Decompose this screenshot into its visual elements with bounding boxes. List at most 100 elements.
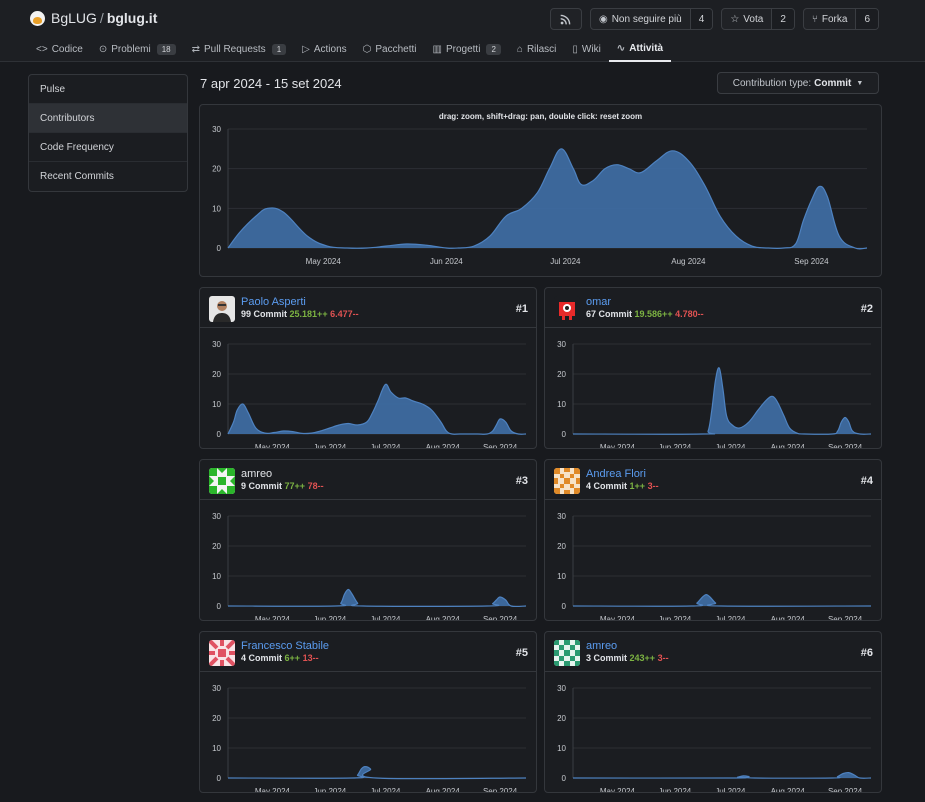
avatar[interactable] — [554, 640, 580, 666]
tab-label: Wiki — [581, 43, 601, 55]
series-area — [573, 772, 871, 779]
contributor-chart[interactable]: 0 10 20 30 May 2024 Jun 2024 Jul 2024 Aug 2024 S… — [545, 328, 882, 448]
contributor-name: amreo — [241, 468, 273, 480]
x-tick-label: Jul 2024 — [715, 787, 746, 792]
commit-count: 4 Commit — [586, 481, 628, 491]
fork-button[interactable]: ⑂ Forka — [804, 9, 857, 29]
contributor-stats: 9 Commit 77++ 78-- — [241, 481, 324, 491]
contributor-rank: #6 — [860, 647, 873, 659]
book-icon: ▯ — [572, 43, 578, 55]
deletions: 3-- — [647, 481, 659, 491]
sidebar-item-pulse[interactable]: Pulse — [29, 75, 187, 104]
series-line — [572, 593, 872, 607]
contributor-rank: #5 — [515, 647, 528, 659]
contributor-chart[interactable]: 0 10 20 30 May 2024 Jun 2024 Jul 2024 Aug 2024 S… — [200, 500, 537, 620]
main-chart-panel[interactable]: drag: zoom, shift+drag: pan, double clic… — [199, 104, 882, 277]
x-tick-label: Jul 2024 — [550, 257, 581, 266]
rss-button[interactable] — [549, 8, 582, 30]
tab-wiki[interactable]: ▯ Wiki — [564, 36, 608, 62]
contributor-card-header: Andrea Flori 4 Commit 1++ 3-- #4 — [545, 460, 881, 500]
deletions: 4.780-- — [675, 309, 704, 319]
tab-code[interactable]: <> Codice — [28, 36, 91, 62]
contributor-rank: #1 — [515, 303, 528, 315]
x-tick-label: Jul 2024 — [715, 443, 746, 448]
contributor-card-header: amreo 3 Commit 243++ 3-- #6 — [545, 632, 881, 672]
watch-count[interactable]: 4 — [690, 9, 713, 29]
tab-label: Problemi — [111, 43, 151, 55]
y-tick-label: 20 — [212, 714, 221, 723]
contributor-name-link[interactable]: omar — [586, 296, 612, 308]
star-button[interactable]: ☆ Vota — [722, 9, 773, 29]
avatar[interactable] — [209, 468, 235, 494]
tab-activity[interactable]: ∿ Attività — [608, 36, 672, 62]
y-tick-label: 30 — [212, 125, 221, 134]
y-tick-label: 10 — [557, 744, 566, 753]
tab-pull-requests[interactable]: ⇄ Pull Requests 1 — [184, 36, 295, 62]
series-area — [228, 766, 526, 779]
additions: 6++ — [284, 653, 301, 663]
x-tick-label: May 2024 — [255, 615, 291, 620]
x-tick-label: Aug 2024 — [771, 787, 806, 792]
chart-hint: drag: zoom, shift+drag: pan, double clic… — [438, 112, 643, 121]
star-count[interactable]: 2 — [772, 9, 794, 29]
contributor-card: Andrea Flori 4 Commit 1++ 3-- #4 0 10 20 30… — [544, 459, 882, 621]
contributor-name-link[interactable]: amreo — [586, 640, 618, 652]
contributor-name-link[interactable]: Francesco Stabile — [241, 640, 330, 652]
repo-actions: ◉ Non seguire più 4 ☆ Vota 2 ⑂ Forka 6 — [549, 8, 879, 30]
tab-projects[interactable]: ▥ Progetti 2 — [425, 36, 509, 62]
date-range: 7 apr 2024 - 15 set 2024 — [200, 76, 342, 91]
tab-actions[interactable]: ▷ Actions — [294, 36, 355, 62]
projects-count-badge: 2 — [486, 43, 501, 55]
star-label: Vota — [743, 13, 764, 25]
sidebar-item-code-frequency[interactable]: Code Frequency — [29, 133, 187, 162]
x-tick-label: Jun 2024 — [313, 443, 346, 448]
tab-issues[interactable]: ⊙ Problemi 18 — [91, 36, 184, 62]
contribution-type-value: Commit — [814, 77, 852, 89]
sidebar-item-contributors[interactable]: Contributors — [29, 104, 187, 133]
contributor-stats: 3 Commit 243++ 3-- — [586, 653, 669, 663]
x-tick-label: Aug 2024 — [426, 443, 461, 448]
x-tick-label: Jun 2024 — [313, 615, 346, 620]
contributor-name-link[interactable]: Paolo Asperti — [241, 296, 306, 308]
commit-count: 67 Commit — [586, 309, 633, 319]
contributor-card: omar 67 Commit 19.586++ 4.780-- #2 0 10 20… — [544, 287, 882, 449]
x-tick-label: Aug 2024 — [771, 443, 806, 448]
main-contributions-chart[interactable]: 0 10 20 30 May 2024 Jun 2024 Jul 2024 Aug 2024 S… — [200, 105, 883, 278]
package-icon: ⬡ — [362, 43, 372, 55]
contribution-type-dropdown[interactable]: Contribution type: Commit ▼ — [717, 72, 879, 94]
tab-packages[interactable]: ⬡ Pacchetti — [355, 36, 425, 62]
y-tick-label: 30 — [557, 684, 566, 693]
code-icon: <> — [36, 43, 48, 55]
x-tick-label: May 2024 — [306, 257, 342, 266]
tab-label: Rilasci — [526, 43, 557, 55]
contributor-card: amreo 9 Commit 77++ 78-- #3 0 10 20 30 May 2… — [199, 459, 537, 621]
watch-button[interactable]: ◉ Non seguire più — [591, 9, 691, 29]
avatar[interactable] — [209, 640, 235, 666]
issue-icon: ⊙ — [98, 43, 108, 55]
tab-releases[interactable]: ⌂ Rilasci — [509, 36, 565, 62]
series-area — [228, 384, 526, 435]
contributor-name-link[interactable]: Andrea Flori — [586, 468, 646, 480]
contributor-card-header: Paolo Asperti 99 Commit 25.181++ 6.477--… — [200, 288, 536, 328]
contributor-chart[interactable]: 0 10 20 30 May 2024 Jun 2024 Jul 2024 Aug 2024 S… — [200, 672, 537, 792]
repo-owner-link[interactable]: BgLUG — [51, 10, 97, 26]
repo-name-link[interactable]: bglug.it — [106, 10, 158, 26]
contributor-chart[interactable]: 0 10 20 30 May 2024 Jun 2024 Jul 2024 Aug 2024 S… — [545, 500, 882, 620]
avatar[interactable] — [554, 468, 580, 494]
x-tick-label: Jun 2024 — [430, 257, 463, 266]
y-tick-label: 20 — [557, 542, 566, 551]
x-tick-label: Jul 2024 — [370, 443, 401, 448]
contributor-card: Paolo Asperti 99 Commit 25.181++ 6.477--… — [199, 287, 537, 449]
fork-count[interactable]: 6 — [856, 9, 878, 29]
sidebar-item-recent-commits[interactable]: Recent Commits — [40, 171, 114, 182]
contributor-chart[interactable]: 0 10 20 30 May 2024 Jun 2024 Jul 2024 Aug 2024 S… — [545, 672, 882, 792]
x-tick-label: Jun 2024 — [658, 443, 691, 448]
x-tick-label: Sep 2024 — [483, 443, 518, 448]
y-tick-label: 0 — [562, 430, 567, 439]
project-icon: ▥ — [432, 43, 442, 55]
series-line — [572, 771, 872, 779]
contributor-chart[interactable]: 0 10 20 30 May 2024 Jun 2024 Jul 2024 Aug 2024 S… — [200, 328, 537, 448]
y-tick-label: 10 — [212, 204, 221, 213]
avatar[interactable] — [209, 296, 235, 322]
avatar[interactable] — [554, 296, 580, 322]
